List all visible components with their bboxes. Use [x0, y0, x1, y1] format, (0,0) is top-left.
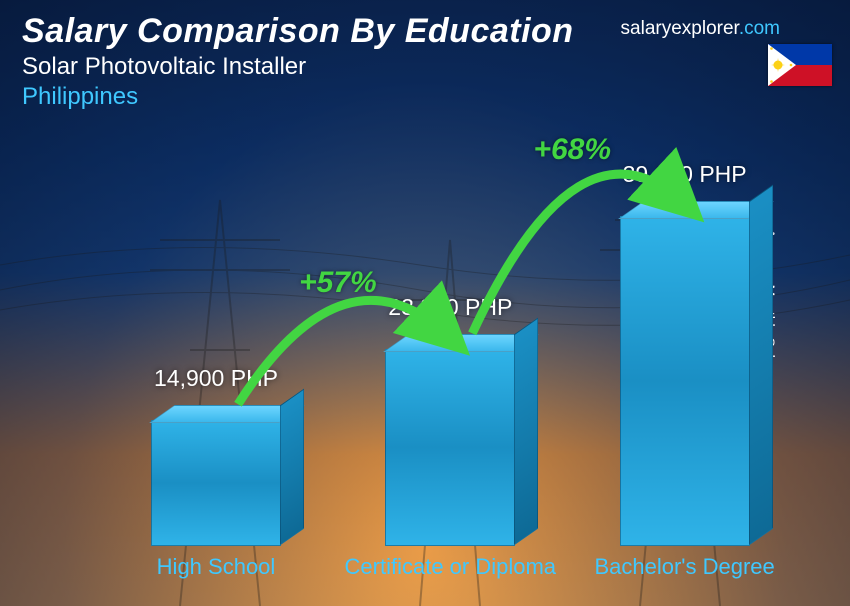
country-label: Philippines: [22, 83, 828, 111]
brand-name: salaryexplorer: [621, 18, 739, 39]
bar-label: High School: [106, 554, 326, 579]
bar-label: Bachelor's Degree: [575, 554, 795, 579]
brand-logo: salaryexplorer.com: [621, 18, 780, 40]
bar: [620, 216, 750, 546]
increase-pct: +68%: [533, 133, 611, 167]
flag-philippines: [768, 44, 832, 86]
bar-label: Certificate or Diploma: [340, 554, 560, 579]
bar-group: 14,900 PHPHigh School: [131, 420, 301, 546]
bar-value: 14,900 PHP: [106, 365, 326, 392]
increase-pct: +57%: [299, 266, 377, 300]
bar-chart: 14,900 PHPHigh School 23,300 PHPCertifica…: [60, 130, 770, 546]
bar: [151, 420, 281, 546]
bar: [385, 349, 515, 546]
page-subtitle: Solar Photovoltaic Installer: [22, 53, 828, 81]
brand-domain: .com: [739, 18, 780, 39]
bar-group: 39,100 PHPBachelor's Degree: [600, 216, 770, 546]
bar-group: 23,300 PHPCertificate or Diploma: [365, 349, 535, 546]
